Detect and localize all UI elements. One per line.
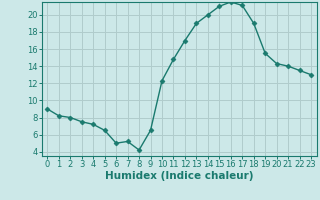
X-axis label: Humidex (Indice chaleur): Humidex (Indice chaleur) xyxy=(105,171,253,181)
